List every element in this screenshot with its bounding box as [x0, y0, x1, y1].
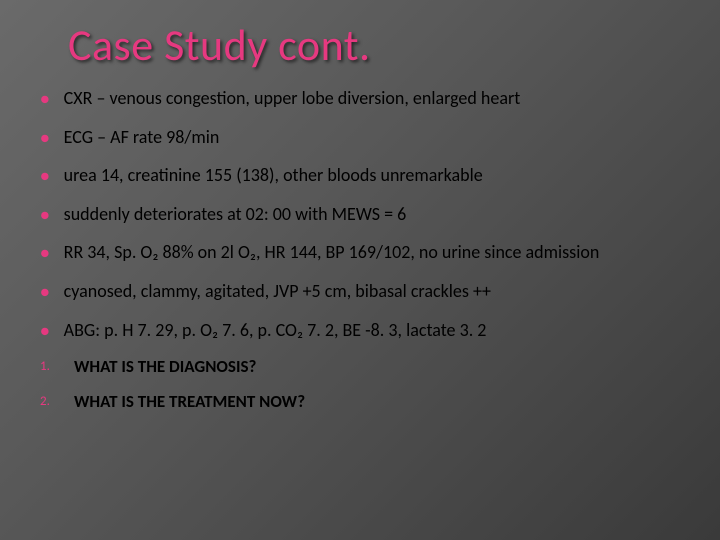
list-item: ● RR 34, Sp. O₂ 88% on 2l O₂, HR 144, BP…: [40, 240, 680, 265]
bullet-icon: ●: [40, 128, 50, 150]
slide-title: Case Study cont.: [68, 18, 680, 72]
bullet-text: ABG: p. H 7. 29, p. O₂ 7. 6, p. CO₂ 7. 2…: [64, 318, 680, 342]
bullet-icon: ●: [40, 243, 50, 265]
question-text: WHAT IS THE DIAGNOSIS?: [74, 356, 256, 377]
bullet-icon: ●: [40, 89, 50, 111]
bullet-icon: ●: [40, 205, 50, 227]
number-marker: 1.: [40, 359, 52, 374]
bullet-text: urea 14, creatinine 155 (138), other blo…: [64, 163, 680, 187]
list-item: ● ABG: p. H 7. 29, p. O₂ 7. 6, p. CO₂ 7.…: [40, 318, 680, 343]
bullet-list: ● CXR – venous congestion, upper lobe di…: [40, 86, 680, 342]
list-item: ● cyanosed, clammy, agitated, JVP +5 cm,…: [40, 279, 680, 304]
bullet-icon: ●: [40, 282, 50, 304]
bullet-icon: ●: [40, 166, 50, 188]
bullet-text: CXR – venous congestion, upper lobe dive…: [64, 86, 680, 110]
bullet-text: suddenly deteriorates at 02: 00 with MEW…: [64, 202, 680, 226]
bullet-text: ECG – AF rate 98/min: [64, 125, 680, 149]
bullet-text: RR 34, Sp. O₂ 88% on 2l O₂, HR 144, BP 1…: [64, 240, 680, 264]
bullet-text: cyanosed, clammy, agitated, JVP +5 cm, b…: [64, 279, 680, 303]
list-item: ● suddenly deteriorates at 02: 00 with M…: [40, 202, 680, 227]
list-item: 2. WHAT IS THE TREATMENT NOW?: [40, 391, 680, 412]
list-item: ● urea 14, creatinine 155 (138), other b…: [40, 163, 680, 188]
numbered-list: 1. WHAT IS THE DIAGNOSIS? 2. WHAT IS THE…: [40, 356, 680, 412]
list-item: ● CXR – venous congestion, upper lobe di…: [40, 86, 680, 111]
list-item: 1. WHAT IS THE DIAGNOSIS?: [40, 356, 680, 377]
question-text: WHAT IS THE TREATMENT NOW?: [74, 391, 305, 412]
bullet-icon: ●: [40, 321, 50, 343]
list-item: ● ECG – AF rate 98/min: [40, 125, 680, 150]
number-marker: 2.: [40, 394, 52, 409]
